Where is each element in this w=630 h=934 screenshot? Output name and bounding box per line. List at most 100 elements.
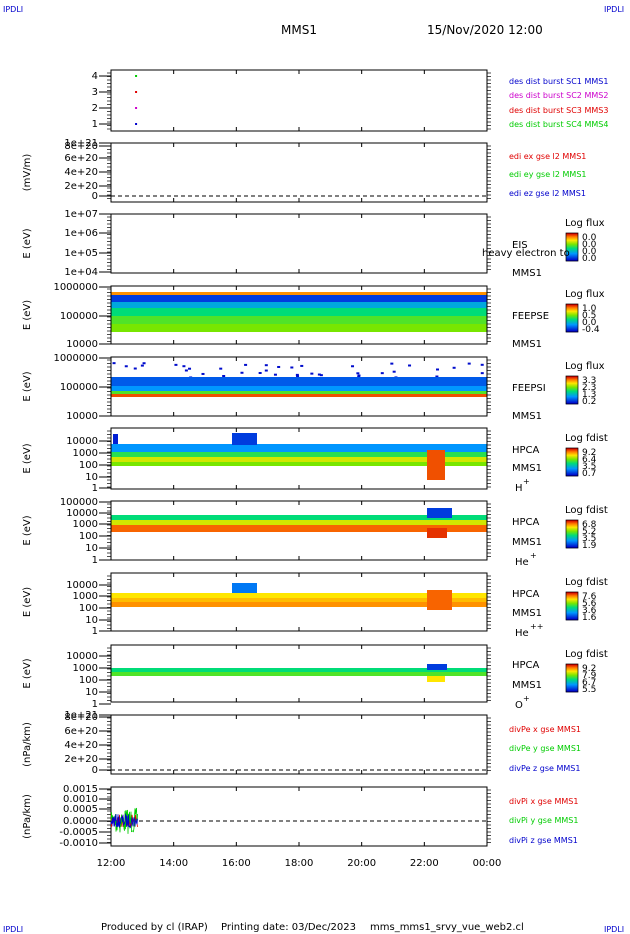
colorbar-cell <box>566 681 578 683</box>
colorbar-cell <box>566 389 578 391</box>
colorbar-cell <box>566 458 578 460</box>
colorbar-cell <box>566 673 578 675</box>
y-tick-label: 1 <box>92 119 98 130</box>
y-tick-label: 1000 <box>73 519 98 530</box>
colorbar-cell <box>566 260 578 262</box>
spectrogram-band <box>111 292 487 295</box>
spectrogram-band <box>111 324 487 332</box>
colorbar-cell <box>566 380 578 382</box>
spectrogram-patch <box>295 373 299 376</box>
colorbar-cell <box>566 528 578 530</box>
colorbar-cell <box>566 317 578 319</box>
colorbar-cell <box>566 618 578 620</box>
colorbar-cell <box>566 326 578 328</box>
colorbar-tick: 3.5 <box>582 534 596 544</box>
x-tick-label: 18:00 <box>285 858 314 869</box>
spectrogram-patch <box>232 433 257 445</box>
charge-label: + <box>523 477 530 486</box>
colorbar-cell <box>566 248 578 250</box>
colorbar-cell <box>566 606 578 608</box>
colorbar-frame <box>565 232 579 262</box>
spectrogram-patch <box>427 590 452 610</box>
colorbars <box>565 232 579 693</box>
colorbar-cell <box>566 615 578 617</box>
colorbar-cell <box>566 259 578 261</box>
colorbar-title: Log flux <box>565 218 605 229</box>
colorbar-cell <box>566 665 578 667</box>
colorbar-cell <box>566 315 578 317</box>
y-tick-label: 100 <box>79 531 98 542</box>
datetime-title: 15/Nov/2020 12:00 <box>427 23 543 37</box>
panel-frame-edi <box>110 142 488 203</box>
spectrogram-patch <box>436 368 440 371</box>
y-tick-label: 0 <box>92 765 98 776</box>
colorbar-cell <box>566 593 578 595</box>
colorbar-cell <box>566 466 578 468</box>
spectrogram-patch <box>264 369 268 372</box>
colorbar-cell <box>566 619 578 621</box>
colorbar-cell <box>566 461 578 463</box>
instrument-label: HPCA <box>512 517 540 528</box>
colorbar-cell <box>566 611 578 613</box>
colorbar-cell <box>566 469 578 471</box>
colorbar-cell <box>566 328 578 330</box>
colorbar-cell <box>566 675 578 677</box>
colorbar-frame <box>565 303 579 333</box>
colorbar-cell <box>566 383 578 385</box>
colorbar-cell <box>566 691 578 693</box>
colorbar-cell <box>566 677 578 679</box>
colorbar-cell <box>566 688 578 690</box>
spectrogram-patch <box>182 365 186 368</box>
spectrogram-band <box>111 391 487 394</box>
y-tick-label: 1000000 <box>53 282 98 293</box>
colorbar-cell <box>566 537 578 539</box>
colorbar-cell <box>566 384 578 386</box>
panel-frames <box>99 69 491 847</box>
y-tick-label: 1000 <box>73 663 98 674</box>
colorbar-cell <box>566 671 578 673</box>
colorbar-cell <box>566 533 578 535</box>
spectrogram-patch <box>133 367 137 370</box>
spectrogram-patch <box>222 375 226 378</box>
colorbar-cell <box>566 402 578 404</box>
spectrogram-band <box>111 520 487 525</box>
colorbar-cell <box>566 450 578 452</box>
y-tick-label: 1e+07 <box>64 209 98 220</box>
x-tick-label: 16:00 <box>222 858 251 869</box>
colorbar-cell <box>566 604 578 606</box>
colorbar-cell <box>566 243 578 245</box>
des-point <box>135 107 138 109</box>
y-tick-label: 10 <box>85 687 98 698</box>
colorbar-cell <box>566 449 578 451</box>
colorbar-cell <box>566 256 578 258</box>
charge-label: + <box>523 694 530 703</box>
y-tick-label: 10000 <box>66 411 98 422</box>
x-tick-label: 22:00 <box>410 858 439 869</box>
legend-entry: divPi z gse MMS1 <box>509 836 578 845</box>
colorbar-cell <box>566 250 578 252</box>
y-tick-label: 1e+21 <box>64 138 98 149</box>
instrument-label: HPCA <box>512 445 540 456</box>
colorbar-cell <box>566 676 578 678</box>
legend-entry: divPi x gse MMS1 <box>509 797 578 806</box>
spectrogram-band <box>111 377 487 386</box>
colorbar-cell <box>566 309 578 311</box>
colorbar-cell <box>566 376 578 378</box>
colorbar-cell <box>566 457 578 459</box>
charge-label: + <box>530 551 537 560</box>
colorbar-tick: 9.2 <box>582 448 596 458</box>
colorbar-tick: 9.2 <box>582 664 596 674</box>
colorbar-cell <box>566 451 578 453</box>
colorbar-cell <box>566 255 578 257</box>
colorbar-cell <box>566 670 578 672</box>
colorbar-tick: 5.5 <box>582 685 596 695</box>
colorbar-cell <box>566 468 578 470</box>
colorbar-cell <box>566 685 578 687</box>
colorbar-cell <box>566 464 578 466</box>
colorbar-cell <box>566 247 578 249</box>
legend-entry: divPe z gse MMS1 <box>509 764 580 773</box>
mission-title: MMS1 <box>281 23 317 37</box>
colorbar-frame <box>565 375 579 405</box>
y-tick-label: 1 <box>92 555 98 566</box>
